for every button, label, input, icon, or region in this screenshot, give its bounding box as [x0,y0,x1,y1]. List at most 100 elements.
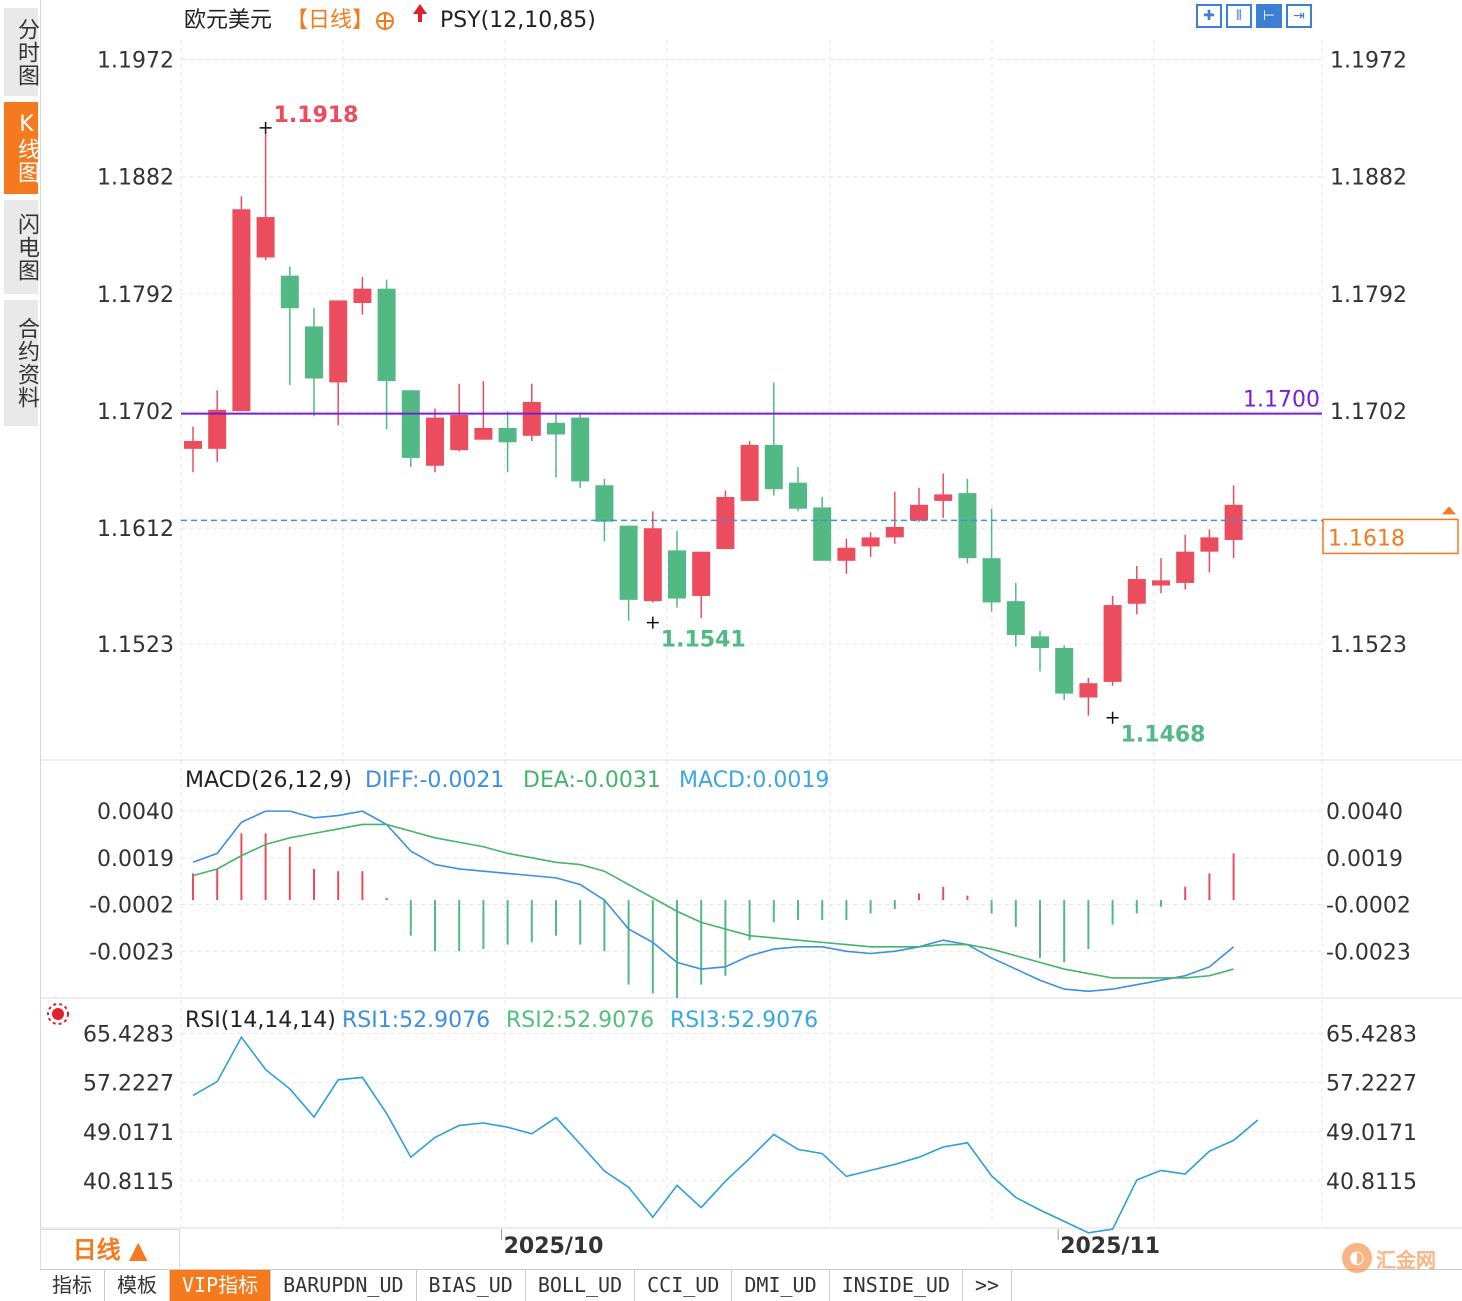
rsi-panel: RSI(14,14,14) RSI1:52.9076 RSI2:52.9076 RSI… [83,1008,1417,1234]
chart-toolbar: ✚ ⫴ ⊢ ⇥ [1196,4,1312,28]
macd-legend-dea: DEA:-0.0031 [523,768,661,793]
candle-body [1224,504,1243,540]
candle-body [1127,579,1146,604]
candle-body [498,427,517,443]
gridlines [40,40,1462,1229]
candle-body [1031,636,1049,649]
macd-tick-right: 0.0019 [1326,847,1403,872]
tab-templates[interactable]: 模板 [105,1270,170,1301]
forward-icon[interactable]: ⇥ [1286,4,1312,28]
price-tick-right: 1.1792 [1330,283,1407,308]
candle-body [668,550,686,599]
tab-timeshare[interactable]: 分时图 [4,8,39,96]
tab-kline[interactable]: K线图 [4,102,39,194]
extreme-label: 1.1541 [661,628,746,653]
tab-bias[interactable]: BIAS_UD [417,1270,526,1301]
macd-tick-left: 0.0040 [97,800,174,825]
candle-body [450,414,469,451]
rsi-tick-left: 65.4283 [83,1022,174,1047]
target-icon[interactable] [376,12,394,30]
candle-body [837,547,856,561]
price-tick-left: 1.1523 [97,633,174,658]
candle-body [1055,648,1074,694]
tab-cci[interactable]: CCI_UD [635,1270,733,1301]
tab-flash-chart[interactable]: 闪电图 [4,200,39,294]
settings-icon[interactable] [47,1003,69,1025]
candle-body [692,551,711,596]
time-axis: 2025/10 2025/11 [501,1229,1160,1259]
extreme-label: 1.1918 [274,103,359,128]
extreme-marker [646,616,659,629]
extreme-label: 1.1468 [1121,723,1206,748]
candle-body [353,288,372,304]
range-icon[interactable]: ⊢ [1256,4,1282,28]
candle-body [716,496,735,550]
candle-body [982,558,1001,603]
dea-line [192,823,1234,979]
candle-body [740,444,759,501]
macd-tick-left: -0.0023 [89,940,174,965]
price-marker-icon [1442,506,1456,515]
rsi-tick-right: 49.0171 [1326,1121,1417,1146]
candle-body [1176,551,1195,583]
candle-body [522,401,541,436]
watermark-logo: ◐ 汇金网 [1342,1243,1436,1273]
time-tick-label: 2025/11 [1060,1234,1160,1259]
candle-body [184,441,202,449]
candle-body [426,417,444,466]
rsi-title: RSI(14,14,14) [185,1008,336,1033]
level-line-label: 1.1700 [1243,388,1320,413]
candle-body [885,526,904,538]
price-tick-left: 1.1792 [97,283,174,308]
tab-indicators[interactable]: 指标 [40,1270,105,1301]
candle-body [1200,537,1219,552]
candle-body [910,504,928,521]
candle-body [1103,605,1122,682]
candle-body [789,482,807,509]
period-label[interactable]: 【日线】 [286,8,374,33]
rsi-legend-rsi1: RSI1:52.9076 [342,1008,490,1033]
bars-icon[interactable]: ⫴ [1226,4,1252,28]
tab-contract-info[interactable]: 合约资料 [4,300,39,426]
tab-barupdn[interactable]: BARUPDN_UD [271,1270,417,1301]
tab-dmi[interactable]: DMI_UD [732,1270,830,1301]
crosshair-icon[interactable]: ✚ [1196,4,1222,28]
logo-icon: ◐ [1342,1243,1372,1273]
candle-body [256,217,275,258]
price-axis: 1.1972 1.1972 1.1882 1.1882 1.1792 1.1792 1.17… [97,49,1407,659]
candle-body [619,525,638,600]
tab-more[interactable]: >> [963,1270,1013,1301]
period-selector[interactable]: 日线 ▲ [40,1229,180,1271]
candle-body [764,444,783,490]
macd-legend-diff: DIFF:-0.0021 [365,768,504,793]
extreme-marker [259,121,272,134]
rsi-legend-rsi3: RSI3:52.9076 [670,1008,818,1033]
rsi-tick-left: 49.0171 [83,1121,174,1146]
rsi-tick-right: 57.2227 [1326,1072,1417,1097]
candle-body [934,494,953,501]
last-price-box [1322,518,1459,555]
macd-legend-macd: MACD:0.0019 [679,768,829,793]
macd-tick-left: -0.0002 [89,894,174,919]
tab-vip-indicators[interactable]: VIP指标 [170,1270,272,1301]
candle-body [571,417,590,482]
extreme-marker [1106,711,1119,724]
time-tick-label: 2025/10 [504,1234,604,1259]
diff-line [192,810,1235,993]
tab-boll[interactable]: BOLL_UD [526,1270,636,1301]
rsi-line [192,1035,1259,1234]
tab-inside[interactable]: INSIDE_UD [830,1270,964,1301]
price-tick-left: 1.1612 [97,517,174,542]
rsi-tick-right: 40.8115 [1326,1170,1417,1195]
instrument-title: 欧元美元 [184,8,272,33]
candle-body [474,427,493,440]
rsi-tick-right: 65.4283 [1326,1022,1417,1047]
candle-body [329,300,348,383]
candle-body [547,422,565,435]
indicator-tab-bar: 指标 模板 VIP指标 BARUPDN_UD BIAS_UD BOLL_UD C… [40,1269,1462,1301]
rsi-legend-rsi2: RSI2:52.9076 [506,1008,654,1033]
candle-body [1152,580,1170,586]
candlestick-series [184,133,1243,716]
price-tick-right: 1.1972 [1330,49,1407,74]
